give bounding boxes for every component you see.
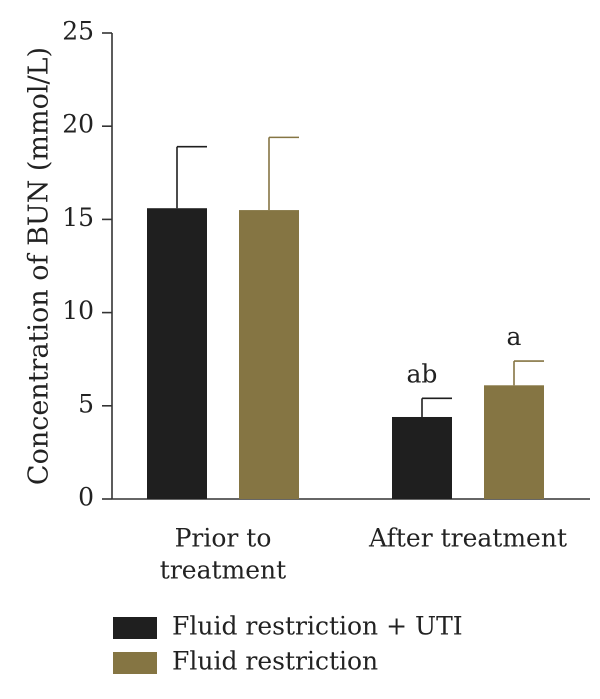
significance-label: ab: [407, 359, 438, 388]
legend-label: Fluid restriction: [172, 647, 378, 676]
bar-fluid-restriction-uti-0: [147, 208, 207, 499]
y-tick-label: 0: [78, 483, 94, 512]
y-tick-label: 25: [62, 17, 94, 46]
bar-fluid-restriction-1: [484, 385, 544, 499]
x-tick-label: treatment: [160, 556, 286, 585]
x-tick-label: After treatment: [368, 524, 567, 553]
x-tick-label: Prior to: [175, 524, 272, 553]
y-tick-label: 10: [62, 296, 94, 325]
y-tick-label: 15: [62, 203, 94, 232]
x-tick-labels: Prior to treatment After treatment: [160, 524, 567, 585]
significance-label: a: [507, 322, 522, 351]
y-tick-label: 5: [78, 389, 94, 418]
legend: Fluid restriction + UTI Fluid restriction: [113, 612, 463, 676]
y-tick-label: 20: [62, 110, 94, 139]
legend-label: Fluid restriction + UTI: [172, 612, 463, 641]
legend-swatch: [113, 617, 157, 639]
bar-fluid-restriction-0: [239, 210, 299, 499]
bars: ab a: [147, 136, 544, 499]
bar-fluid-restriction-uti-1: [392, 416, 452, 499]
y-ticks: 0 5 10 15 20 25: [62, 17, 112, 512]
y-axis-label: Concentration of BUN (mmol/L): [24, 47, 55, 485]
legend-swatch: [113, 652, 157, 674]
